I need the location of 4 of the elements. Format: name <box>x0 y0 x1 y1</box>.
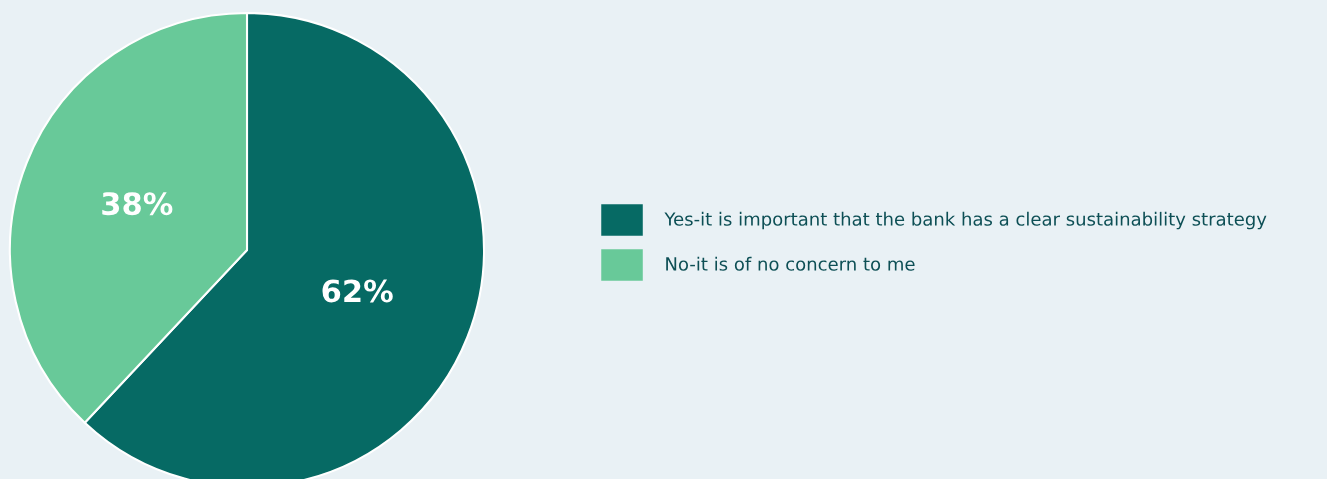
data-label: 62% <box>322 279 393 303</box>
legend-label: No-it is of no concern to me <box>666 256 915 271</box>
legend-label: Yes-it is important that the bank has a clear sustainability strategy <box>664 211 1267 230</box>
data-label: 38% <box>102 192 173 216</box>
